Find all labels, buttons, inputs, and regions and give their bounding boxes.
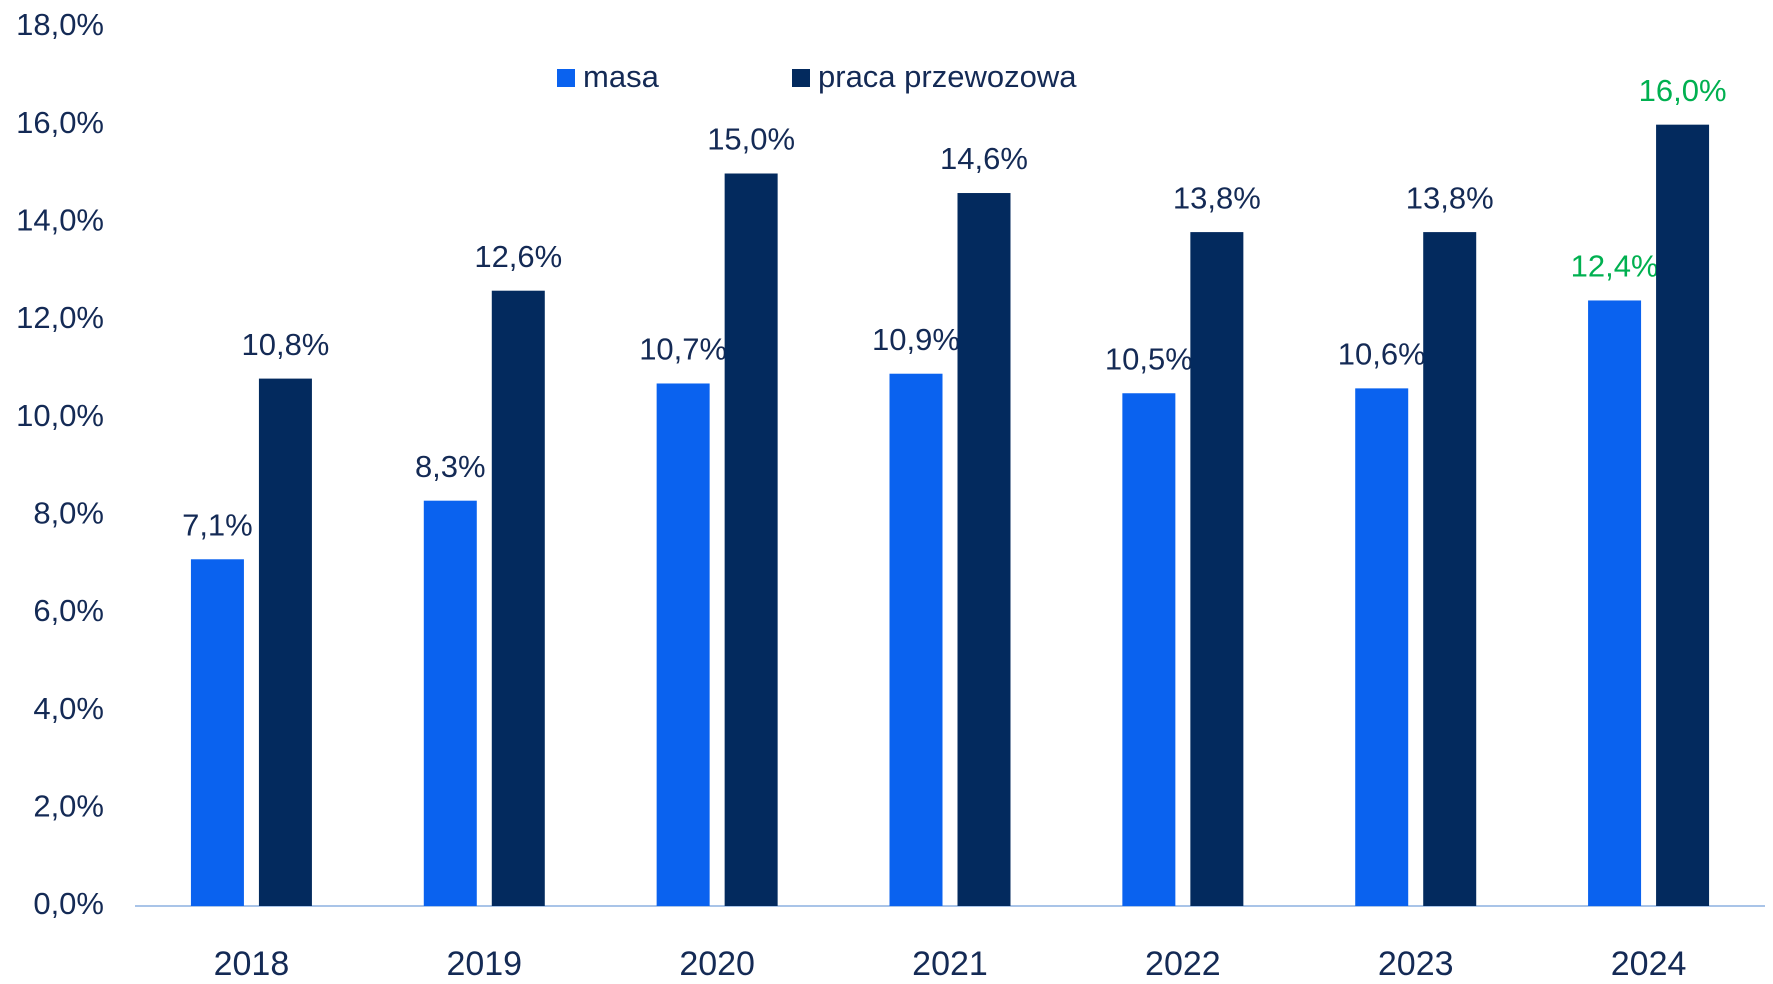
x-tick-label: 2021 <box>912 945 988 983</box>
data-label: 7,1% <box>182 507 253 542</box>
y-tick-label: 8,0% <box>33 496 104 531</box>
y-tick-label: 18,0% <box>16 7 104 42</box>
y-tick-label: 0,0% <box>33 886 104 921</box>
data-label: 10,5% <box>1105 341 1193 376</box>
y-tick-label: 10,0% <box>16 398 104 433</box>
bar <box>1355 388 1409 906</box>
legend-label: praca przewozowa <box>818 59 1077 94</box>
x-tick-label: 2023 <box>1378 945 1454 983</box>
data-label: 13,8% <box>1406 180 1494 215</box>
data-label: 12,6% <box>474 239 562 274</box>
x-tick-label: 2019 <box>446 945 522 983</box>
data-label: 16,0% <box>1639 73 1727 108</box>
data-label: 15,0% <box>707 122 795 157</box>
bar <box>1122 393 1176 906</box>
data-label: 12,4% <box>1571 249 1659 284</box>
y-tick-label: 12,0% <box>16 300 104 335</box>
x-tick-label: 2022 <box>1145 945 1221 983</box>
y-tick-label: 4,0% <box>33 691 104 726</box>
bar <box>1423 232 1477 907</box>
bar <box>258 378 312 907</box>
bar <box>889 373 943 906</box>
legend-swatch <box>557 69 575 87</box>
bar <box>656 383 710 906</box>
bar <box>190 559 244 906</box>
data-label: 13,8% <box>1173 180 1261 215</box>
data-label: 10,9% <box>872 322 960 357</box>
bar <box>1190 232 1244 907</box>
y-tick-label: 2,0% <box>33 789 104 824</box>
bar <box>724 173 778 906</box>
y-tick-label: 14,0% <box>16 203 104 238</box>
bar <box>491 290 545 906</box>
legend-label: masa <box>583 59 660 94</box>
legend-swatch <box>792 69 810 87</box>
bar <box>1588 300 1642 906</box>
data-label: 10,8% <box>241 327 329 362</box>
data-label: 8,3% <box>415 449 486 484</box>
data-label: 10,7% <box>639 332 727 367</box>
y-tick-label: 6,0% <box>33 593 104 628</box>
data-label: 10,6% <box>1338 337 1426 372</box>
x-tick-label: 2024 <box>1611 945 1687 983</box>
x-tick-label: 2018 <box>214 945 290 983</box>
data-label: 14,6% <box>940 141 1028 176</box>
bar <box>423 500 477 906</box>
bar <box>957 193 1011 907</box>
bar <box>1656 124 1710 906</box>
x-tick-label: 2020 <box>679 945 755 983</box>
y-tick-label: 16,0% <box>16 105 104 140</box>
